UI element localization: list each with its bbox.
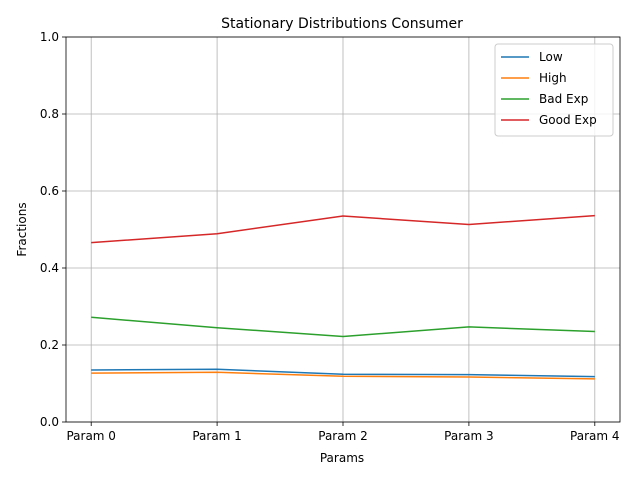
series-line-low (91, 368, 595, 378)
legend-label: High (539, 71, 567, 85)
legend: Low High Bad Exp Good Exp (494, 43, 614, 137)
x-tick-label: Param 0 (66, 429, 115, 443)
x-tick-label: Param 3 (444, 429, 493, 443)
series-line-good-exp (91, 214, 595, 244)
legend-label: Good Exp (539, 113, 597, 127)
y-tick-label: 0.6 (40, 184, 59, 198)
series-lines (91, 214, 595, 380)
series-line-bad-exp (91, 316, 595, 338)
x-axis-ticks: Param 0 Param 1 Param 2 Param 3 Param 4 (66, 422, 620, 443)
x-axis-label: Params (320, 451, 364, 465)
y-tick-label: 0.2 (40, 338, 59, 352)
legend-label: Bad Exp (539, 92, 588, 106)
y-tick-label: 0.8 (40, 107, 59, 121)
legend-label: Low (539, 50, 563, 64)
y-axis-ticks: 0.0 0.2 0.4 0.6 0.8 1.0 (40, 30, 66, 429)
y-tick-label: 1.0 (40, 30, 59, 44)
series-line-high (91, 371, 595, 380)
legend-box (494, 43, 614, 137)
x-tick-label: Param 2 (318, 429, 367, 443)
y-axis-label: Fractions (15, 202, 29, 256)
x-tick-label: Param 4 (570, 429, 619, 443)
x-tick-label: Param 1 (192, 429, 241, 443)
chart-title: Stationary Distributions Consumer (221, 16, 463, 32)
y-tick-label: 0.0 (40, 415, 59, 429)
y-tick-label: 0.4 (40, 261, 59, 275)
